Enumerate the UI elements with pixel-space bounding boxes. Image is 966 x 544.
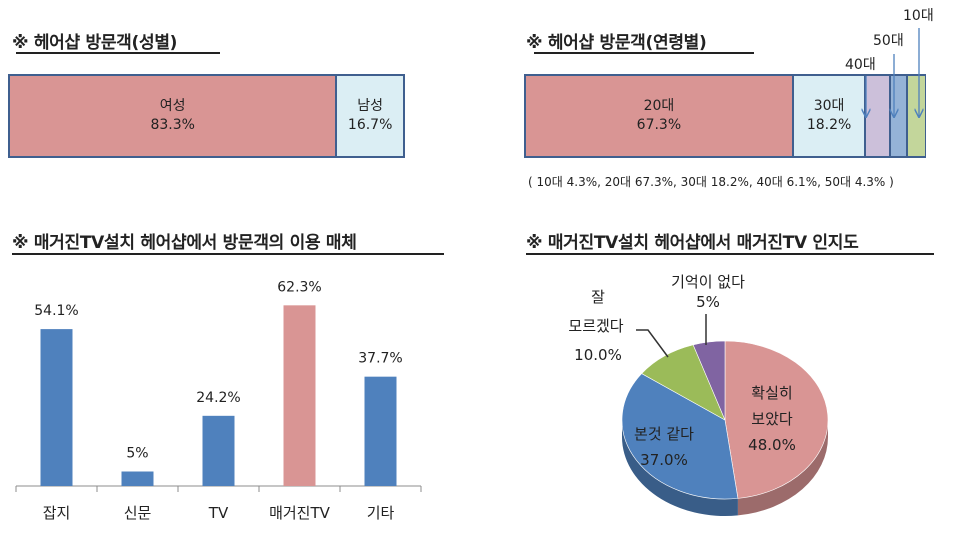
media-bar-1 [40, 329, 73, 486]
age-segment-label: 30대 [813, 98, 845, 114]
awareness-title-underline [526, 253, 934, 255]
pie-slice-label: 10.0% [574, 346, 622, 364]
pie-slice-label: 보았다 [751, 410, 793, 428]
media-value-label: 5% [126, 446, 148, 462]
age-stacked-bar: 20대 67.3% 30대 18.2% [524, 74, 926, 158]
age-segment-30s: 30대 18.2% [793, 76, 867, 156]
gender-chart-title: ※ 헤어샵 방문객(성별) [12, 33, 178, 53]
media-value-label: 62.3% [277, 279, 321, 295]
pie-slice-side-2 [622, 420, 738, 516]
media-bar-3 [202, 415, 235, 486]
age-label-40s: 40대 [845, 57, 876, 73]
age-label-50s: 50대 [873, 33, 904, 49]
media-bar-4 [283, 305, 316, 486]
pie-slice-side-1 [737, 420, 828, 516]
age-segment-50s [890, 76, 908, 156]
media-value-label: 54.1% [34, 303, 78, 319]
gender-segment-label: 여성 [159, 98, 186, 114]
media-value-label: 24.2% [196, 390, 240, 406]
gender-segment-value: 16.7% [347, 117, 393, 133]
media-category-label: TV [208, 504, 229, 522]
pie-slice-4 [692, 340, 726, 421]
age-segment-value: 18.2% [806, 117, 852, 133]
pie-slice-label: 37.0% [640, 451, 688, 469]
media-category-label: 잡지 [43, 504, 71, 522]
age-label-10s: 10대 [903, 8, 934, 24]
pie-slice-label: 모르겠다 [568, 317, 623, 335]
gender-stacked-bar: 여성 83.3% 남성 16.7% [8, 74, 405, 158]
pie-slice-label: 기억이 없다 [671, 273, 745, 291]
awareness-chart-title: ※ 매거진TV설치 헤어샵에서 매거진TV 인지도 [526, 233, 859, 253]
gender-segment-value: 83.3% [150, 117, 195, 133]
media-category-label: 매거진TV [269, 504, 331, 522]
pie-leader-line [636, 329, 669, 358]
media-title-underline [12, 253, 444, 255]
media-category-label: 신문 [124, 504, 152, 522]
media-bar-2 [121, 471, 154, 486]
pie-slice-1 [724, 340, 829, 499]
age-segment-label: 20대 [643, 98, 675, 114]
age-chart-title: ※ 헤어샵 방문객(연령별) [526, 33, 707, 53]
pie-slice-label: 48.0% [748, 436, 796, 454]
pie-slice-2 [621, 373, 739, 500]
media-bar-5 [364, 376, 397, 486]
age-segment-value: 67.3% [636, 117, 682, 133]
media-category-label: 기타 [367, 504, 395, 522]
gender-segment-label: 남성 [357, 98, 384, 114]
pie-slice-label: 잘 [591, 288, 605, 306]
media-bar-chart: 54.1% 잡지 5% 신문 24.2% TV 62.3% 매거진TV 37.7% 기타 [15, 279, 422, 522]
pie-slice-label: 5% [696, 293, 720, 311]
gender-segment-male: 남성 16.7% [337, 76, 403, 156]
age-segment-20s: 20대 67.3% [526, 76, 794, 156]
gender-segment-female: 여성 83.3% [10, 76, 338, 156]
age-title-underline [534, 52, 754, 54]
age-breakdown-note: ( 10대 4.3%, 20대 67.3%, 30대 18.2%, 40대 6.… [528, 175, 894, 189]
media-value-label: 37.7% [358, 351, 402, 367]
media-chart-title: ※ 매거진TV설치 헤어샵에서 방문객의 이용 매체 [12, 233, 357, 253]
pie-slice-label: 확실히 [751, 384, 792, 402]
pie-slice-label: 본것 같다 [634, 425, 694, 443]
gender-title-underline [16, 52, 220, 54]
